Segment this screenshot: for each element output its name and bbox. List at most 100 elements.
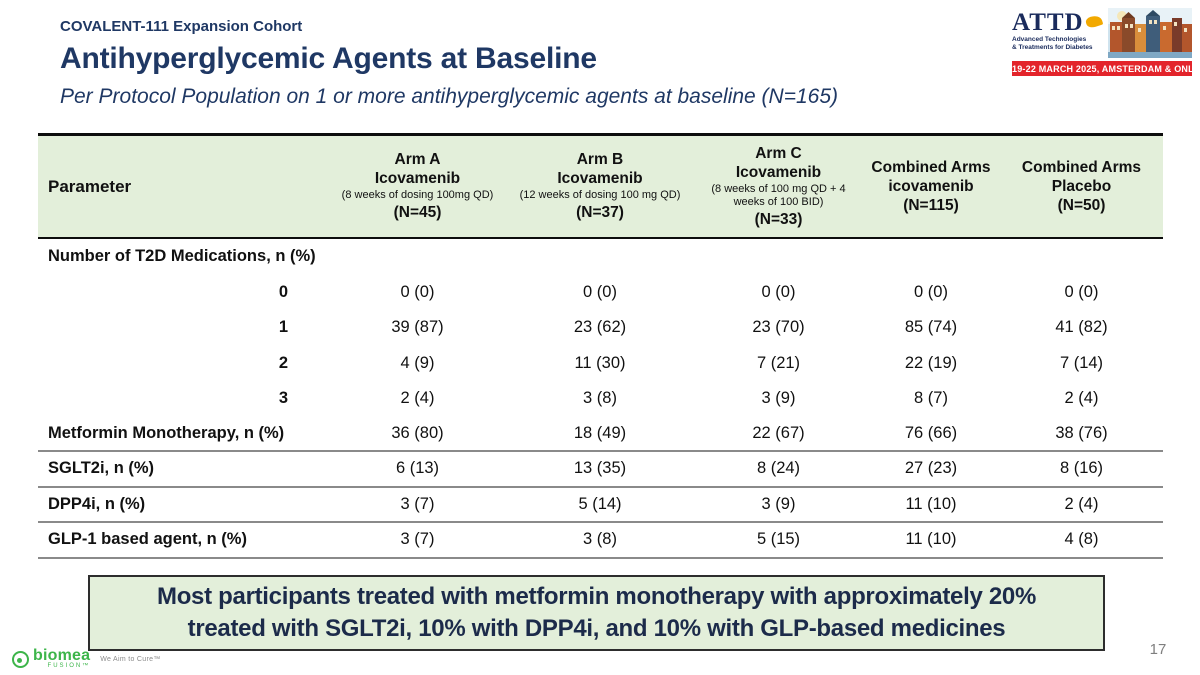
dose-note: (8 weeks of dosing 100mg QD) (341, 189, 494, 201)
summary-line-2: treated with SGLT2i, 10% with DPP4i, and… (187, 615, 1006, 642)
cell-value: 22 (19) (904, 353, 958, 372)
cell-value: 23 (62) (573, 318, 627, 337)
drug-name: Placebo (1051, 177, 1112, 195)
row-label: DPP4i, n (%) (48, 494, 146, 513)
cell-value: 6 (13) (395, 459, 440, 478)
attd-logo-top: ATTD Advanced Technologies & Treatments … (1012, 8, 1192, 58)
cell-value: 85 (74) (904, 318, 958, 337)
cell-value: 3 (8) (583, 530, 617, 549)
table-row-dpp4i: DPP4i, n (%) 3 (7) 5 (14) 3 (9) 11 (10) … (38, 488, 1163, 523)
column-header-combined-icovamenib: Combined Arms icovamenib (N=115) (862, 158, 1000, 216)
column-header-arm-a: Arm A Icovamenib (8 weeks of dosing 100m… (330, 150, 505, 223)
biomea-wordmark: biomea FUSION™ (33, 648, 90, 670)
cell-value: 0 (0) (761, 282, 796, 301)
cell-value: 2 (4) (1064, 389, 1099, 408)
n-count: (N=37) (576, 204, 624, 221)
table-row-meds-1: 1 39 (87) 23 (62) 23 (70) 85 (74) 41 (82… (38, 310, 1163, 346)
drug-name: Icovamenib (557, 170, 643, 187)
cell-value: 0 (0) (400, 282, 435, 301)
table-row-meds-2: 2 4 (9) 11 (30) 7 (21) 22 (19) 7 (14) (38, 346, 1163, 382)
attd-swoosh-icon (1084, 13, 1104, 30)
cell-value: 36 (80) (391, 423, 444, 442)
biomea-circle-icon (12, 650, 29, 668)
dose-note: (8 weeks of 100 mg QD + 4 weeks of 100 B… (711, 182, 846, 208)
n-count: (N=45) (393, 204, 442, 221)
attd-wordmark: ATTD (1012, 10, 1108, 36)
arm-name: Arm B (576, 151, 624, 168)
cell-value: 3 (9) (761, 389, 796, 408)
amsterdam-cityscape-image (1108, 8, 1192, 58)
arm-name: Arm A (394, 151, 441, 168)
row-label: Metformin Monotherapy, n (%) (48, 423, 285, 442)
biomea-dot-icon (17, 657, 22, 663)
row-label: Number of T2D Medications, n (%) (48, 247, 316, 266)
amsterdam-photo (1108, 8, 1192, 58)
baseline-agents-table: Parameter Arm A Icovamenib (8 weeks of d… (38, 133, 1163, 559)
page-number: 17 (1149, 641, 1167, 658)
table-row-meds-3: 3 2 (4) 3 (8) 3 (9) 8 (7) 2 (4) (38, 381, 1163, 417)
arm-name: Arm C (755, 144, 802, 162)
n-count: (N=50) (1057, 196, 1106, 214)
arm-name: Combined Arms (1021, 158, 1142, 176)
cell-value: 0 (0) (1064, 282, 1099, 301)
cell-value: 8 (24) (756, 459, 801, 478)
row-label: 2 (278, 353, 288, 372)
cell-value: 5 (14) (578, 494, 622, 513)
dose-note: (12 weeks of dosing 100 mg QD) (519, 189, 681, 201)
cell-value: 27 (23) (904, 459, 958, 478)
cell-value: 5 (15) (756, 530, 801, 549)
cell-value: 0 (0) (914, 282, 948, 301)
row-label: 3 (278, 389, 288, 408)
drug-name: icovamenib (888, 177, 974, 195)
row-label: 0 (278, 282, 288, 301)
table-row-metformin: Metformin Monotherapy, n (%) 36 (80) 18 … (38, 417, 1163, 452)
biomea-name: biomea (33, 647, 91, 664)
cell-value: 4 (8) (1064, 530, 1099, 549)
cell-value: 11 (10) (905, 530, 957, 549)
attd-tagline-2: & Treatments for Diabetes (1012, 44, 1093, 51)
row-label: SGLT2i, n (%) (48, 459, 155, 478)
attd-wordmark-text: ATTD (1012, 9, 1084, 36)
column-header-parameter: Parameter (48, 176, 132, 196)
table-row-meds-0: 0 0 (0) 0 (0) 0 (0) 0 (0) 0 (0) (38, 275, 1163, 311)
cell-value: 38 (76) (1055, 423, 1108, 442)
cell-value: 3 (7) (400, 530, 435, 549)
cell-value: 2 (4) (1064, 494, 1099, 513)
column-header-combined-placebo: Combined Arms Placebo (N=50) (1000, 158, 1163, 216)
page-title: Antihyperglycemic Agents at Baseline (60, 42, 597, 75)
row-label: 1 (278, 318, 288, 337)
table-row-glp1: GLP-1 based agent, n (%) 3 (7) 3 (8) 5 (… (38, 523, 1163, 559)
attd-wordmark-block: ATTD Advanced Technologies & Treatments … (1012, 8, 1108, 58)
attd-tagline-1: Advanced Technologies (1012, 36, 1087, 43)
cell-value: 18 (49) (573, 423, 627, 442)
cohort-eyebrow: COVALENT-111 Expansion Cohort (60, 18, 303, 35)
cell-value: 41 (82) (1055, 318, 1108, 337)
cell-value: 3 (9) (761, 494, 796, 513)
cell-value: 7 (14) (1059, 353, 1104, 372)
cell-value: 8 (7) (914, 389, 948, 408)
column-header-arm-c: Arm C Icovamenib (8 weeks of 100 mg QD +… (695, 144, 862, 230)
cell-value: 3 (7) (400, 494, 435, 513)
table-row-t2d-medications: Number of T2D Medications, n (%) (38, 239, 1163, 275)
biomea-tagline: We Aim to Cure™ (100, 655, 161, 663)
biomea-logo: biomea FUSION™ We Aim to Cure™ (12, 648, 161, 670)
cell-value: 0 (0) (583, 282, 617, 301)
table-row-sglt2i: SGLT2i, n (%) 6 (13) 13 (35) 8 (24) 27 (… (38, 452, 1163, 488)
summary-callout: Most participants treated with metformin… (88, 575, 1105, 651)
cell-value: 39 (87) (391, 318, 444, 337)
summary-line-1: Most participants treated with metformin… (157, 583, 1036, 610)
n-count: (N=33) (754, 210, 803, 228)
cell-value: 7 (21) (756, 353, 801, 372)
arm-name: Combined Arms (871, 158, 991, 176)
cell-value: 11 (10) (905, 494, 957, 513)
table-header-row: Parameter Arm A Icovamenib (8 weeks of d… (38, 133, 1163, 239)
page-subtitle: Per Protocol Population on 1 or more ant… (60, 85, 839, 108)
column-header-arm-b: Arm B Icovamenib (12 weeks of dosing 100… (505, 150, 695, 223)
cell-value: 2 (4) (400, 389, 435, 408)
cell-value: 3 (8) (583, 389, 617, 408)
attd-date-banner: 19-22 MARCH 2025, AMSTERDAM & ONLINE (1012, 61, 1200, 76)
drug-name: Icovamenib (374, 170, 461, 187)
attd-logo: ATTD Advanced Technologies & Treatments … (1012, 8, 1200, 76)
n-count: (N=115) (903, 196, 959, 214)
cell-value: 13 (35) (573, 459, 627, 478)
